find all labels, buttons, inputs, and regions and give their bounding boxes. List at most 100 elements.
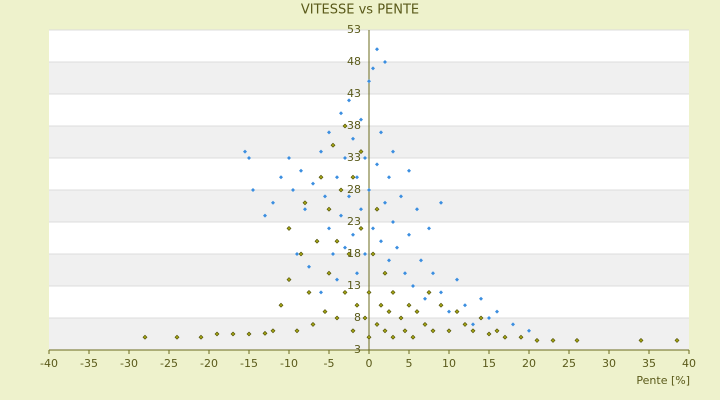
data-point bbox=[367, 188, 371, 192]
data-point bbox=[335, 175, 339, 180]
data-point bbox=[298, 251, 304, 257]
data-point bbox=[310, 321, 316, 327]
data-point bbox=[431, 271, 435, 276]
x-tick-label: -40 bbox=[40, 357, 58, 370]
data-point bbox=[286, 277, 292, 283]
data-point bbox=[494, 328, 500, 334]
data-point bbox=[390, 289, 396, 295]
data-point bbox=[343, 245, 347, 250]
data-point bbox=[338, 187, 344, 193]
data-point bbox=[383, 60, 387, 64]
data-point bbox=[174, 334, 180, 340]
data-point bbox=[486, 331, 492, 337]
x-tick-label: -10 bbox=[280, 357, 298, 370]
y-tick-label: 8 bbox=[354, 311, 361, 324]
data-point bbox=[246, 331, 252, 337]
data-point bbox=[355, 271, 359, 276]
data-point bbox=[375, 47, 379, 52]
data-point bbox=[362, 315, 368, 321]
y-tick-label: 28 bbox=[347, 183, 361, 196]
data-point bbox=[263, 213, 267, 218]
data-point bbox=[378, 302, 384, 308]
data-point bbox=[350, 174, 356, 180]
data-point bbox=[374, 321, 380, 327]
x-tick-label: 15 bbox=[482, 357, 496, 370]
data-point bbox=[270, 328, 276, 334]
data-point bbox=[351, 136, 355, 141]
data-point bbox=[426, 289, 432, 295]
data-point bbox=[638, 337, 644, 343]
x-tick-label: 5 bbox=[406, 357, 413, 370]
data-point bbox=[326, 270, 332, 276]
data-point bbox=[358, 149, 364, 155]
data-point bbox=[198, 334, 204, 340]
y-tick-label: 23 bbox=[347, 215, 361, 228]
data-point bbox=[383, 200, 387, 205]
data-point bbox=[370, 251, 376, 257]
data-point bbox=[347, 98, 351, 103]
data-point bbox=[339, 213, 343, 218]
data-point bbox=[518, 334, 524, 340]
chart-title: VITESSE vs PENTE bbox=[301, 3, 419, 18]
data-point bbox=[427, 226, 431, 231]
x-tick-label: -20 bbox=[200, 357, 218, 370]
data-point bbox=[339, 111, 343, 116]
data-point bbox=[407, 232, 411, 237]
data-point bbox=[438, 302, 444, 308]
y-tick-label: 43 bbox=[347, 87, 361, 100]
data-point bbox=[419, 258, 423, 263]
data-point bbox=[299, 168, 303, 173]
data-point bbox=[371, 66, 375, 71]
data-point bbox=[366, 289, 372, 295]
y-tick-label: 3 bbox=[354, 343, 361, 356]
data-point bbox=[342, 289, 348, 295]
data-point bbox=[422, 321, 428, 327]
data-point bbox=[391, 220, 395, 224]
data-point bbox=[382, 270, 388, 276]
data-point bbox=[366, 334, 372, 340]
data-point bbox=[214, 331, 220, 337]
data-point bbox=[387, 175, 391, 180]
data-point bbox=[511, 322, 515, 327]
data-point bbox=[454, 309, 460, 315]
data-point bbox=[358, 225, 364, 231]
data-point bbox=[439, 290, 443, 295]
data-point bbox=[322, 309, 328, 315]
data-point bbox=[414, 309, 420, 315]
data-point bbox=[674, 337, 680, 343]
data-point bbox=[534, 337, 540, 343]
data-point bbox=[398, 315, 404, 321]
data-point bbox=[346, 251, 352, 257]
data-point bbox=[395, 245, 399, 250]
data-point bbox=[379, 239, 383, 244]
x-tick-label: -35 bbox=[80, 357, 98, 370]
y-tick-label: 38 bbox=[347, 119, 361, 132]
data-point bbox=[330, 142, 336, 148]
data-point bbox=[230, 331, 236, 337]
data-point bbox=[359, 207, 363, 212]
data-point bbox=[262, 330, 268, 336]
data-point bbox=[455, 277, 459, 282]
data-point bbox=[142, 334, 148, 340]
data-point bbox=[390, 334, 396, 340]
y-tick-label: 13 bbox=[347, 279, 361, 292]
data-point bbox=[411, 284, 415, 288]
data-point bbox=[247, 156, 251, 160]
x-tick-label: 25 bbox=[562, 357, 576, 370]
y-tick-label: 48 bbox=[347, 55, 361, 68]
data-point bbox=[447, 309, 451, 314]
data-point bbox=[326, 206, 332, 212]
data-point bbox=[487, 316, 491, 320]
data-point bbox=[407, 168, 411, 173]
data-point bbox=[374, 206, 380, 212]
data-point bbox=[402, 328, 408, 334]
x-tick-label: 40 bbox=[682, 357, 696, 370]
data-point bbox=[367, 79, 371, 84]
data-point bbox=[463, 303, 467, 308]
data-point bbox=[423, 296, 427, 301]
data-point bbox=[303, 207, 307, 212]
data-point bbox=[251, 188, 255, 192]
data-point bbox=[550, 337, 556, 343]
